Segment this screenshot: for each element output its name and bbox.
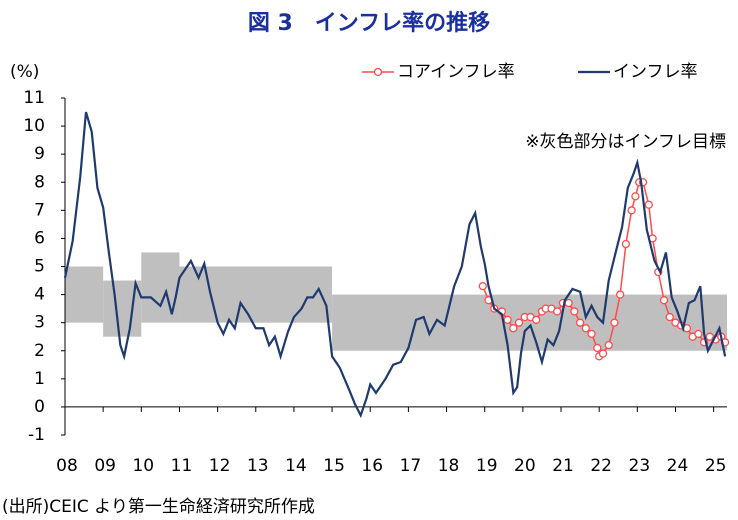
x-tick-label: 24 xyxy=(667,456,689,476)
series-marker xyxy=(604,340,613,350)
annotation: ※灰色部分はインフレ目標 xyxy=(525,132,726,152)
legend-label: コアインフレ率 xyxy=(397,62,515,82)
y-tick-label: 1 xyxy=(34,369,45,389)
y-tick-label: 0 xyxy=(34,397,45,417)
x-tick-label: 17 xyxy=(400,456,422,476)
chart-title: 図 3 インフレ率の推移 xyxy=(248,10,490,36)
x-tick-label: 25 xyxy=(705,456,727,476)
series-marker xyxy=(564,298,573,308)
x-tick-label: 20 xyxy=(514,456,536,476)
series-marker xyxy=(621,239,631,249)
series-marker xyxy=(627,206,636,215)
series-marker xyxy=(659,296,669,305)
series-marker xyxy=(478,282,487,291)
series-marker xyxy=(694,329,703,339)
y-tick-label: 7 xyxy=(34,200,45,220)
target-band xyxy=(179,266,333,323)
y-tick-label: 9 xyxy=(34,144,45,164)
y-tick-label: -1 xyxy=(28,425,45,445)
series-line xyxy=(63,111,727,419)
y-tick-label: 5 xyxy=(34,257,45,277)
series-marker xyxy=(581,324,590,333)
x-tick-label: 19 xyxy=(476,456,498,476)
x-tick-label: 16 xyxy=(361,456,383,476)
x-tick-label: 18 xyxy=(438,456,460,476)
y-tick-label: 3 xyxy=(34,313,45,333)
x-tick-label: 13 xyxy=(247,456,269,476)
target-band xyxy=(332,294,727,351)
x-tick-label: 10 xyxy=(132,456,154,476)
x-tick-label: 14 xyxy=(285,456,307,476)
legend-marker xyxy=(373,67,383,77)
y-tick-label: 4 xyxy=(34,285,45,305)
series-marker xyxy=(503,315,512,325)
series-marker xyxy=(616,290,625,299)
x-tick-label: 11 xyxy=(171,456,193,476)
x-tick-label: 08 xyxy=(56,456,78,476)
y-tick-label: 2 xyxy=(34,341,45,361)
series-marker xyxy=(570,307,579,316)
y-tick-label: 6 xyxy=(34,228,45,248)
series-marker xyxy=(665,312,674,322)
y-tick-label: 10 xyxy=(23,116,45,136)
series-marker xyxy=(598,349,608,358)
series-marker xyxy=(644,200,653,209)
series-marker xyxy=(593,343,602,353)
target-band xyxy=(141,252,180,323)
series-marker xyxy=(575,318,585,327)
x-tick-label: 23 xyxy=(629,456,651,476)
source: (出所)CEIC より第一生命経済研究所作成 xyxy=(2,497,315,517)
series-marker xyxy=(532,315,541,325)
series-marker xyxy=(610,318,619,327)
x-tick-label: 09 xyxy=(94,456,116,476)
y-tick-label: 8 xyxy=(34,172,45,192)
x-tick-label: 22 xyxy=(590,456,612,476)
series-marker xyxy=(509,324,518,333)
series-marker xyxy=(553,307,562,316)
x-tick-label: 21 xyxy=(552,456,574,476)
series-marker xyxy=(587,329,596,339)
series-marker xyxy=(631,192,640,201)
target-band xyxy=(65,266,104,323)
legend-label: インフレ率 xyxy=(613,62,698,82)
x-tick-label: 15 xyxy=(323,456,345,476)
y-tick-label: 11 xyxy=(23,88,45,108)
x-tick-label: 12 xyxy=(209,456,231,476)
series-marker xyxy=(514,318,524,327)
y-unit: (%) xyxy=(10,62,39,82)
